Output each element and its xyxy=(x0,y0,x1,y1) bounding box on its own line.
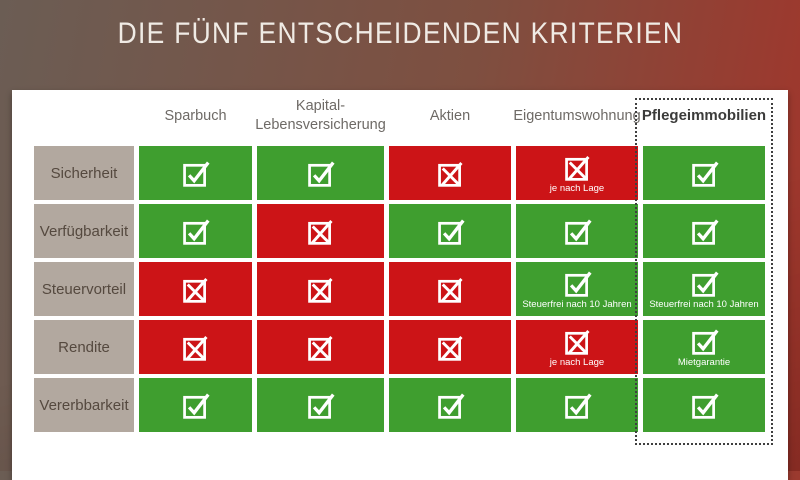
cross-icon xyxy=(561,326,594,357)
column-header-sparbuch: Sparbuch xyxy=(164,107,227,124)
cross-icon xyxy=(304,332,337,363)
cell-cross xyxy=(139,262,252,316)
cell-cross xyxy=(257,262,384,316)
cell-cross xyxy=(389,320,511,374)
check-icon xyxy=(434,216,467,247)
cross-icon xyxy=(304,216,337,247)
check-icon xyxy=(688,158,721,189)
cell-check xyxy=(139,204,252,258)
check-icon xyxy=(688,326,721,357)
criteria-table: Sparbuch Kapital- Lebensversicherung Aktie… xyxy=(34,90,773,445)
column-header-kapital-lebensversicherung: Kapital- Lebensversicherung xyxy=(255,98,386,133)
cross-icon xyxy=(304,274,337,305)
cell-cross: je nach Lage xyxy=(516,320,638,374)
row-label: Vererbbarkeit xyxy=(34,378,134,432)
cross-icon xyxy=(179,274,212,305)
cross-icon xyxy=(434,274,467,305)
check-icon xyxy=(688,268,721,299)
check-icon xyxy=(304,158,337,189)
row-label: Rendite xyxy=(34,320,134,374)
content-panel: Sparbuch Kapital- Lebensversicherung Aktie… xyxy=(12,90,788,480)
cross-icon xyxy=(434,158,467,189)
cross-icon xyxy=(434,332,467,363)
cell-check xyxy=(643,204,765,258)
column-header-pflegeimmobilien: Pflegeimmobilien xyxy=(641,107,767,125)
check-icon xyxy=(304,390,337,421)
cell-check xyxy=(139,378,252,432)
cell-check xyxy=(389,204,511,258)
cell-check xyxy=(389,378,511,432)
row-label: Sicherheit xyxy=(34,146,134,200)
cell-note: Steuerfrei nach 10 Jahren xyxy=(649,298,759,310)
check-icon xyxy=(434,390,467,421)
cell-check: Mietgarantie xyxy=(643,320,765,374)
cell-check: Steuerfrei nach 10 Jahren xyxy=(643,262,765,316)
cell-cross xyxy=(139,320,252,374)
cross-icon xyxy=(179,332,212,363)
row-label: Verfügbarkeit xyxy=(34,204,134,258)
cross-icon xyxy=(561,152,594,183)
cell-check xyxy=(257,378,384,432)
page-title: DIE FÜNF ENTSCHEIDENDEN KRITERIEN xyxy=(117,17,683,50)
cell-note: je nach Lage xyxy=(549,356,605,368)
column-header-eigentumswohnung: Eigentumswohnung xyxy=(513,107,641,124)
cell-check xyxy=(257,146,384,200)
column-header-aktien: Aktien xyxy=(429,107,471,124)
check-icon xyxy=(688,390,721,421)
check-icon xyxy=(179,158,212,189)
header-band: DIE FÜNF ENTSCHEIDENDEN KRITERIEN xyxy=(0,0,800,68)
check-icon xyxy=(179,390,212,421)
check-icon xyxy=(561,216,594,247)
check-icon xyxy=(561,268,594,299)
cell-check xyxy=(139,146,252,200)
check-icon xyxy=(561,390,594,421)
cell-note: Mietgarantie xyxy=(677,356,731,368)
cell-check xyxy=(643,378,765,432)
cell-cross xyxy=(389,262,511,316)
cell-note: Steuerfrei nach 10 Jahren xyxy=(522,298,632,310)
cell-check: Steuerfrei nach 10 Jahren xyxy=(516,262,638,316)
cell-cross xyxy=(389,146,511,200)
cell-cross xyxy=(257,320,384,374)
cell-cross xyxy=(257,204,384,258)
cell-check xyxy=(643,146,765,200)
cell-check xyxy=(516,204,638,258)
table-corner-spacer xyxy=(34,90,134,142)
cell-cross: je nach Lage xyxy=(516,146,638,200)
row-label: Steuervorteil xyxy=(34,262,134,316)
check-icon xyxy=(179,216,212,247)
cell-note: je nach Lage xyxy=(549,182,605,194)
cell-check xyxy=(516,378,638,432)
check-icon xyxy=(688,216,721,247)
